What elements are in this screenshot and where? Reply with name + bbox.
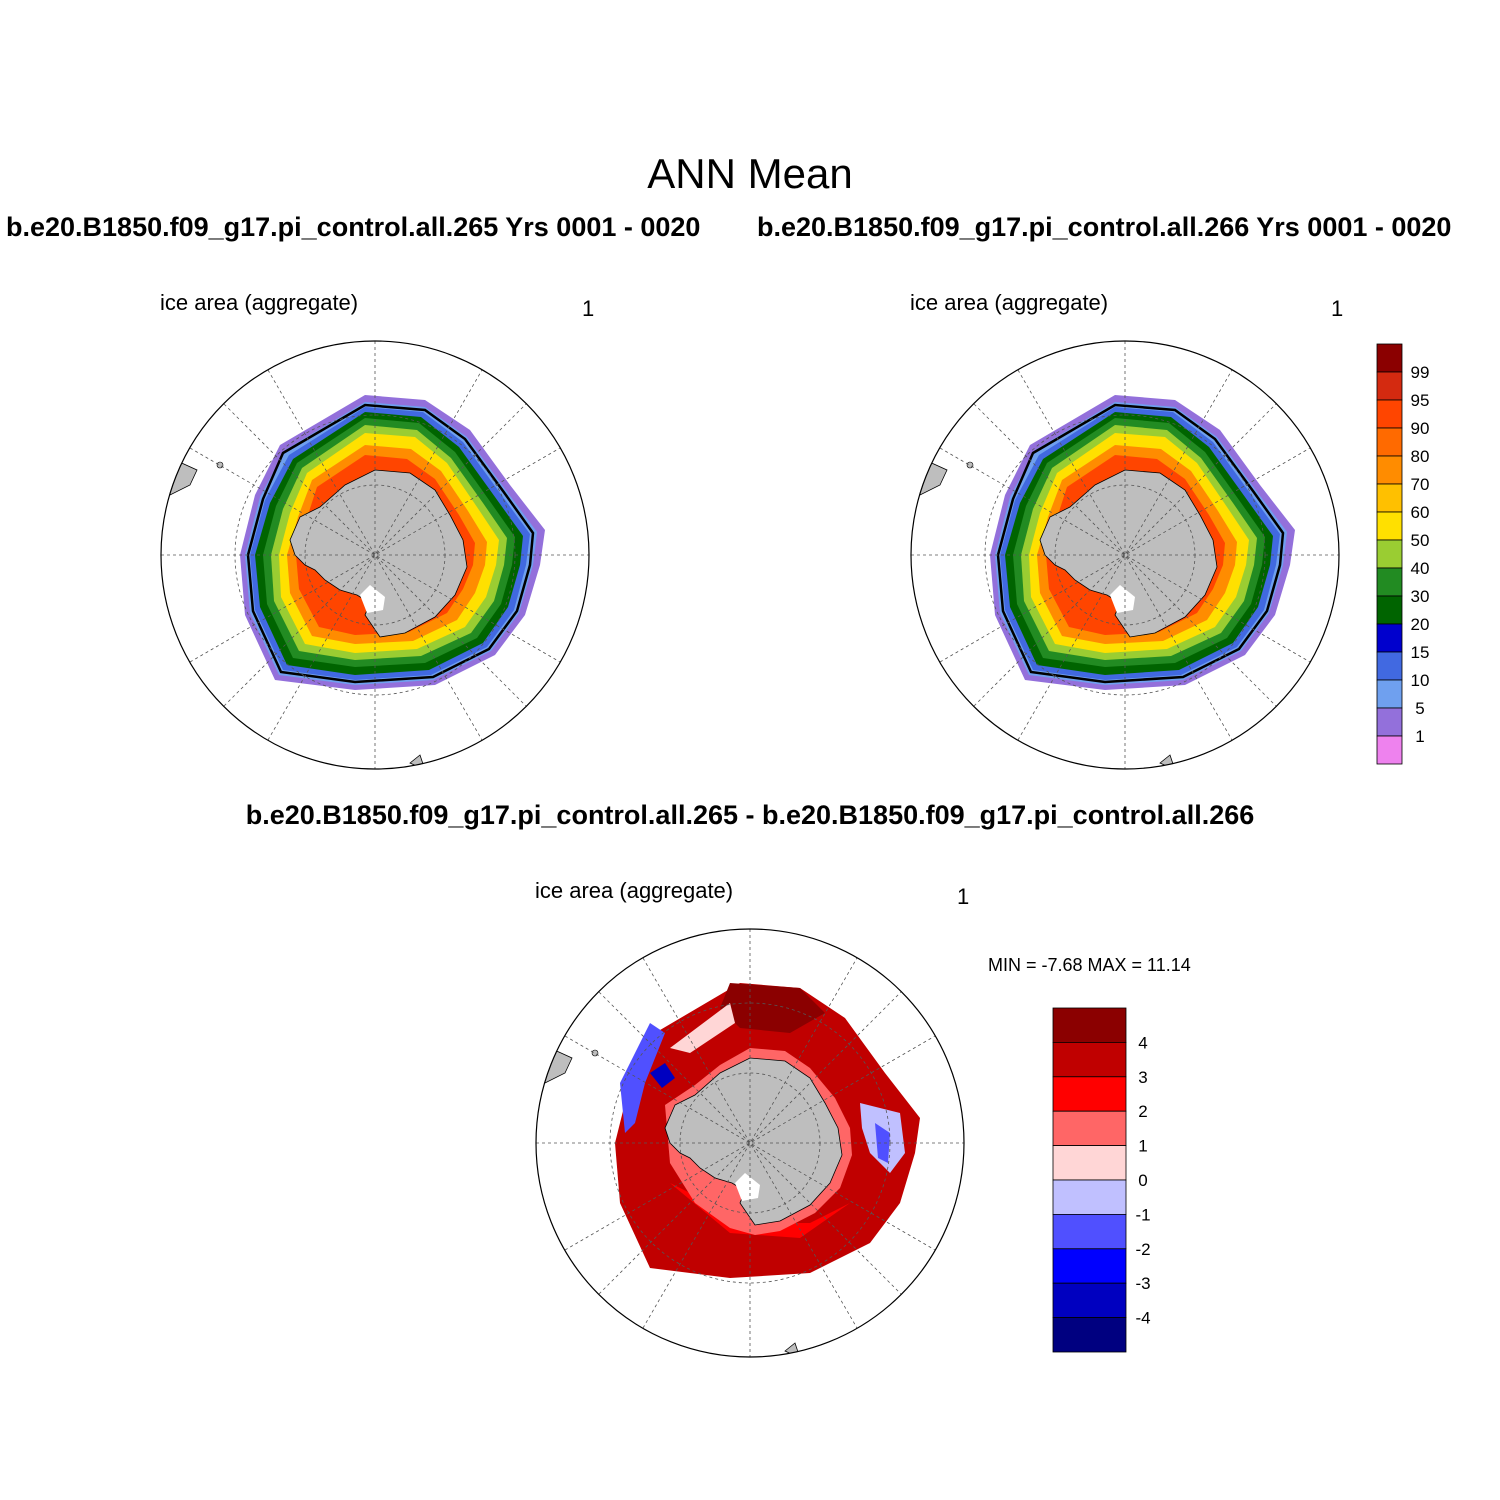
colorbar-main-box <box>1376 651 1403 681</box>
colorbar-diff-label: 4 <box>1138 1033 1147 1052</box>
south-georgia-land <box>966 461 974 469</box>
south-america-land <box>161 459 198 496</box>
colorbar-main-box <box>1376 511 1403 541</box>
colorbar-diff-label: -2 <box>1135 1240 1150 1259</box>
diff-region-west-darkblue <box>650 1063 675 1088</box>
units-label-right: 1 <box>1331 296 1344 321</box>
case-title-left: b.e20.B1850.f09_g17.pi_control.all.265 Y… <box>6 212 701 242</box>
colorbar-main-box <box>1376 567 1403 597</box>
colorbar-diff-box <box>1052 1042 1127 1078</box>
colorbar-diff-box <box>1052 1213 1127 1250</box>
colorbar-diff-box <box>1052 1110 1127 1146</box>
new-zealand-land <box>409 754 426 769</box>
map-border <box>535 928 965 1358</box>
colorbar-main-label: 5 <box>1415 699 1424 718</box>
colorbar-diff-box <box>1052 1282 1127 1319</box>
variable-label-left: ice area (aggregate) <box>160 290 359 315</box>
colorbar-diff-label: 3 <box>1138 1068 1147 1087</box>
ross-ice-shelf <box>1110 585 1135 613</box>
colorbar-main-label: 30 <box>1411 587 1430 606</box>
colorbar-main-box <box>1376 595 1403 625</box>
polar-map-difference <box>535 928 965 1358</box>
polar-map-case-266 <box>910 340 1340 770</box>
colorbar-main-label: 20 <box>1411 615 1430 634</box>
map-gridlines <box>536 929 964 1357</box>
map-border <box>910 340 1340 770</box>
south-america-land <box>911 459 948 496</box>
colorbar-main-label: 90 <box>1411 419 1430 438</box>
colorbar-main-label: 50 <box>1411 531 1430 550</box>
colorbar-diff-box <box>1052 1007 1127 1043</box>
variable-label-diff: ice area (aggregate) <box>535 878 734 903</box>
colorbar-diff-label: 0 <box>1138 1171 1147 1190</box>
case-title-right: b.e20.B1850.f09_g17.pi_control.all.266 Y… <box>757 212 1452 242</box>
units-label-diff: 1 <box>957 884 970 909</box>
colorbar-main-box <box>1376 371 1403 401</box>
new-zealand-land <box>784 1342 801 1357</box>
south-georgia-land <box>591 1049 599 1057</box>
colorbar-main-label: 70 <box>1411 475 1430 494</box>
colorbar-diff-label: -4 <box>1135 1309 1150 1328</box>
antarctica-land <box>289 469 468 638</box>
colorbar-diff-box <box>1052 1179 1127 1215</box>
colorbar-difference: 4 3 2 1 0 -1 -2 -3 -4 <box>1052 1007 1151 1353</box>
colorbar-main-box <box>1376 427 1403 457</box>
colorbar-diff-label: -3 <box>1135 1274 1150 1293</box>
antarctica-land <box>664 1057 843 1226</box>
antarctica-land <box>1039 469 1218 638</box>
diff-region-west-blue <box>620 1023 665 1133</box>
units-label-left: 1 <box>582 296 595 321</box>
median-ice-edge-line <box>246 403 535 684</box>
colorbar-main-box <box>1376 707 1403 737</box>
difference-title: b.e20.B1850.f09_g17.pi_control.all.265 -… <box>245 800 1255 830</box>
map-gridlines <box>911 341 1339 769</box>
colorbar-main-label: 80 <box>1411 447 1430 466</box>
colorbar-diff-box <box>1052 1145 1127 1181</box>
colorbar-main: 99 95 90 80 70 60 50 40 30 20 15 10 5 1 <box>1376 343 1430 765</box>
variable-label-right: ice area (aggregate) <box>910 290 1109 315</box>
colorbar-main-label: 99 <box>1411 363 1430 382</box>
colorbar-main-box <box>1376 735 1403 765</box>
colorbar-main-box <box>1376 343 1403 373</box>
colorbar-diff-label: -1 <box>1135 1205 1150 1224</box>
diff-region-north-lightred <box>670 1003 735 1053</box>
colorbar-diff-box <box>1052 1076 1127 1112</box>
colorbar-main-label: 40 <box>1411 559 1430 578</box>
new-zealand-land <box>1159 754 1176 769</box>
median-ice-edge-line <box>996 403 1285 684</box>
diff-region-top-darkred <box>720 983 825 1033</box>
ross-ice-shelf <box>360 585 385 613</box>
colorbar-main-label: 15 <box>1411 643 1430 662</box>
south-georgia-land <box>216 461 224 469</box>
diff-region-south-red <box>670 1183 850 1238</box>
colorbar-main-box <box>1376 399 1403 429</box>
ross-ice-shelf <box>735 1173 760 1201</box>
colorbar-main-label: 1 <box>1415 727 1424 746</box>
colorbar-main-box <box>1376 623 1403 653</box>
colorbar-main-label: 60 <box>1411 503 1430 522</box>
map-gridlines <box>161 341 589 769</box>
colorbar-diff-label: 2 <box>1138 1102 1147 1121</box>
map-border <box>160 340 590 770</box>
diff-region-east-blue <box>875 1123 890 1163</box>
colorbar-main-label: 10 <box>1411 671 1430 690</box>
south-america-land <box>536 1047 573 1084</box>
colorbar-main-box <box>1376 483 1403 513</box>
polar-map-case-265 <box>160 340 590 770</box>
colorbar-diff-label: 1 <box>1138 1137 1147 1156</box>
min-max-label: MIN = -7.68 MAX = 11.14 <box>988 955 1191 975</box>
colorbar-diff-box <box>1052 1317 1127 1353</box>
colorbar-main-label: 95 <box>1411 391 1430 410</box>
colorbar-main-box <box>1376 455 1403 485</box>
main-title: ANN Mean <box>647 150 853 197</box>
colorbar-diff-box <box>1052 1248 1127 1284</box>
colorbar-main-box <box>1376 679 1403 709</box>
colorbar-main-box <box>1376 539 1403 569</box>
